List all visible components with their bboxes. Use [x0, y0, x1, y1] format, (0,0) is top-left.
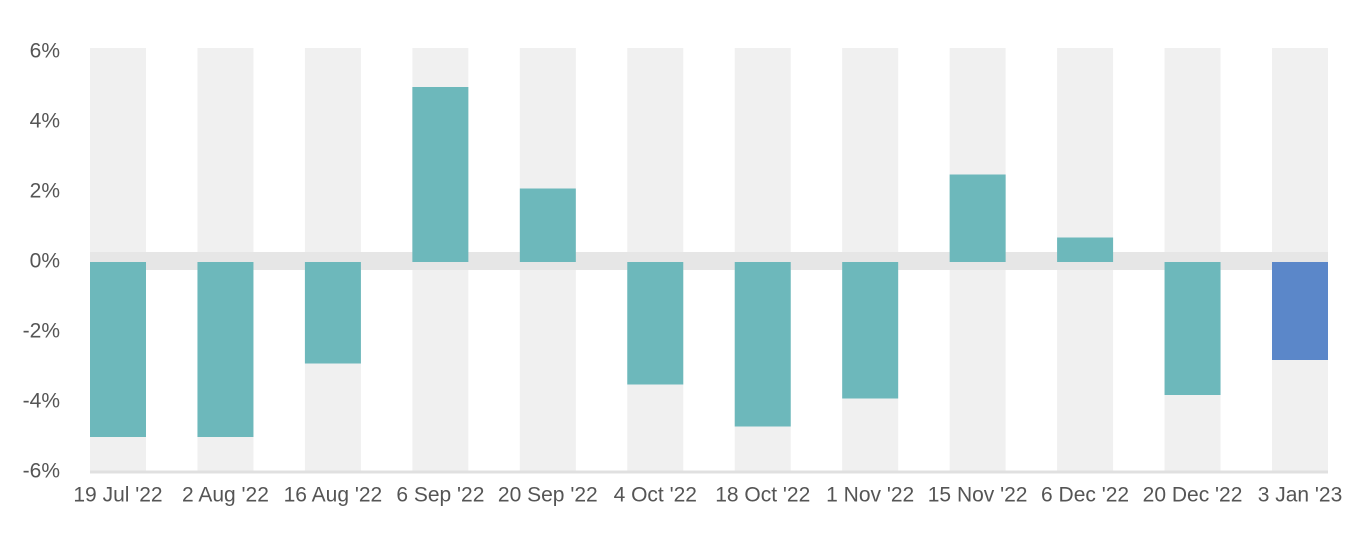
x-tick-label: 20 Sep '22: [498, 484, 598, 507]
bar: [1164, 262, 1221, 395]
x-tick-label: 2 Aug '22: [182, 484, 269, 507]
bar: [90, 262, 146, 437]
y-tick-label: 0%: [30, 250, 60, 273]
bar: [949, 174, 1006, 262]
y-tick-label: -6%: [23, 460, 60, 483]
bar: [304, 262, 361, 364]
bar: [1272, 262, 1328, 360]
y-tick-label: 4%: [30, 110, 60, 133]
bar: [197, 262, 254, 437]
x-tick-label: 20 Dec '22: [1143, 484, 1243, 507]
bar: [412, 87, 469, 262]
x-tick-label: 6 Sep '22: [396, 484, 484, 507]
bar: [842, 262, 899, 399]
bar: [734, 262, 791, 427]
x-tick-label: 16 Aug '22: [284, 484, 383, 507]
y-tick-label: -2%: [23, 320, 60, 343]
y-tick-label: -4%: [23, 390, 60, 413]
x-tick-label: 4 Oct '22: [614, 484, 697, 507]
x-tick-label: 3 Jan '23: [1258, 484, 1343, 507]
x-tick-label: 18 Oct '22: [715, 484, 810, 507]
bar: [1057, 237, 1114, 262]
bar: [519, 188, 576, 262]
x-tick-label: 15 Nov '22: [928, 484, 1028, 507]
bar: [627, 262, 684, 385]
zero-band: [90, 252, 1328, 270]
y-tick-label: 2%: [30, 180, 60, 203]
x-tick-label: 1 Nov '22: [826, 484, 914, 507]
x-tick-label: 19 Jul '22: [73, 484, 162, 507]
y-tick-label: 6%: [30, 40, 60, 63]
x-tick-label: 6 Dec '22: [1041, 484, 1129, 507]
